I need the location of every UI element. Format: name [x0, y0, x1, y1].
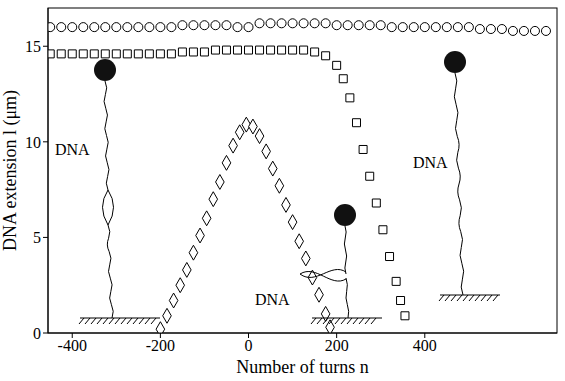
svg-text:400: 400 — [413, 337, 437, 354]
svg-text:0: 0 — [245, 337, 253, 354]
svg-text:0: 0 — [33, 325, 41, 342]
svg-text:200: 200 — [325, 337, 349, 354]
svg-text:-200: -200 — [146, 337, 175, 354]
svg-text:DNA: DNA — [55, 141, 90, 158]
svg-text:DNA extension l (μm): DNA extension l (μm) — [0, 90, 21, 251]
svg-text:Number of turns n: Number of turns n — [236, 357, 368, 377]
svg-text:15: 15 — [25, 38, 41, 55]
svg-text:DNA: DNA — [255, 291, 290, 308]
svg-text:10: 10 — [25, 134, 41, 151]
svg-text:-400: -400 — [58, 337, 87, 354]
svg-text:5: 5 — [33, 229, 41, 246]
svg-text:DNA: DNA — [413, 154, 448, 171]
